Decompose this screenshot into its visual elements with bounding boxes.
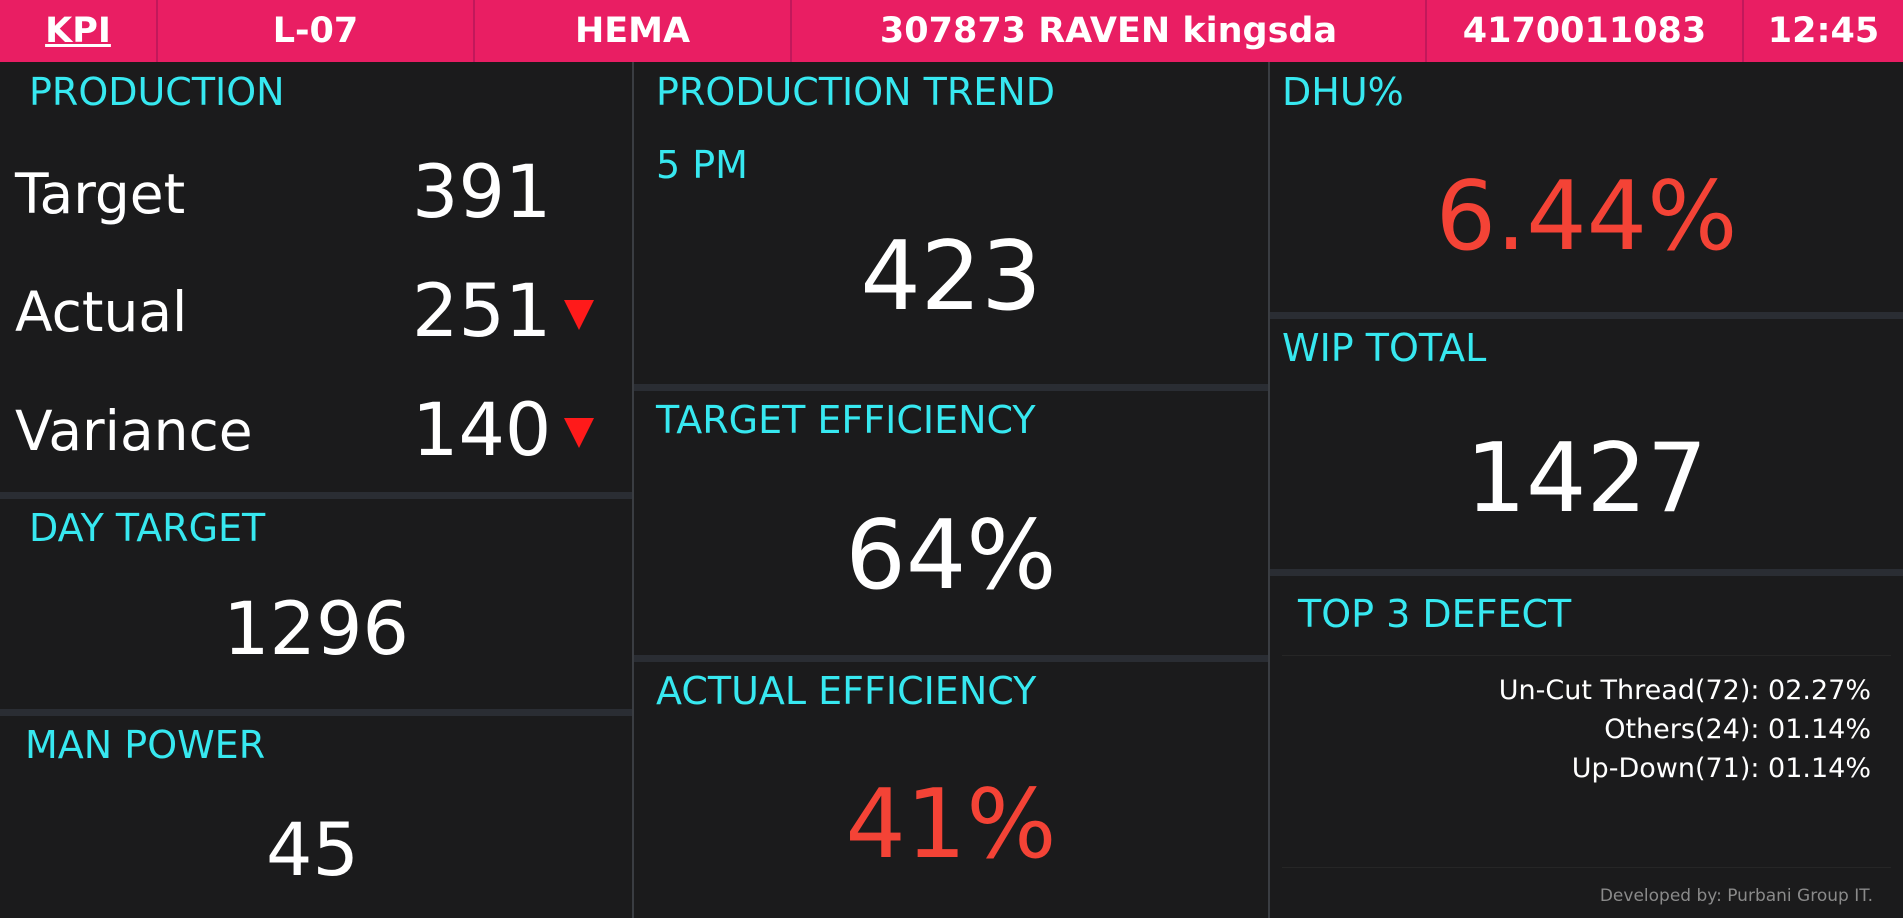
production-title: PRODUCTION [29,70,285,114]
actual-efficiency-value: 41% [845,770,1057,880]
man-power-panel: MAN POWER 45 [0,716,632,918]
target-efficiency-title: TARGET EFFICIENCY [656,398,1036,442]
column-divider [1268,62,1270,918]
row-divider [1270,312,1903,319]
style-name: 307873 RAVEN kingsda [792,0,1427,62]
defect-divider [1282,655,1891,656]
row-divider [0,709,632,716]
man-power-title: MAN POWER [25,723,266,767]
wip-total-value: 1427 [1465,424,1708,534]
defect-item-3: Up-Down(71): 01.14% [1571,753,1871,784]
down-arrow-icon [564,300,594,330]
line-code: L-07 [158,0,475,62]
target-efficiency-value: 64% [845,501,1057,611]
day-target-panel: DAY TARGET 1296 [0,499,632,709]
defect-item-2: Others(24): 01.14% [1604,714,1871,745]
defect-divider [1282,867,1891,868]
wip-total-title: WIP TOTAL [1282,326,1487,370]
defect-item-1: Un-Cut Thread(72): 02.27% [1498,675,1871,706]
day-target-title: DAY TARGET [29,506,266,550]
actual-value: 251 [412,269,552,354]
supervisor-name: HEMA [475,0,792,62]
production-trend-title: PRODUCTION TREND [656,70,1055,114]
actual-efficiency-panel: ACTUAL EFFICIENCY 41% [634,662,1268,918]
top-defect-title: TOP 3 DEFECT [1298,592,1572,636]
target-value: 391 [412,150,552,235]
day-target-value: 1296 [223,587,409,672]
kpi-link[interactable]: KPI [0,0,158,62]
variance-label: Variance [15,399,253,463]
order-number: 4170011083 [1427,0,1744,62]
target-efficiency-panel: TARGET EFFICIENCY 64% [634,391,1268,655]
row-divider [634,655,1268,662]
dhu-title: DHU% [1282,70,1404,114]
down-arrow-icon [564,418,594,448]
actual-efficiency-title: ACTUAL EFFICIENCY [656,669,1037,713]
dhu-value: 6.44% [1435,162,1738,272]
developer-credit: Developed by: Purbani Group IT. [1599,886,1873,906]
man-power-value: 45 [266,808,359,893]
dhu-panel: DHU% 6.44% [1270,62,1903,312]
actual-label: Actual [15,280,188,344]
row-divider [1270,569,1903,576]
trend-hour-label: 5 PM [656,143,748,187]
top-defect-panel: TOP 3 DEFECT Un-Cut Thread(72): 02.27% O… [1270,576,1903,918]
variance-value: 140 [412,388,552,473]
row-divider [0,492,632,499]
wip-total-panel: WIP TOTAL 1427 [1270,319,1903,569]
trend-value: 423 [860,222,1042,332]
clock-time: 12:45 [1767,11,1880,51]
row-divider [634,384,1268,391]
target-label: Target [15,162,186,226]
column-divider [632,62,634,918]
production-panel: PRODUCTION Target 391 Actual 251 Varianc… [0,62,632,492]
header-bar: KPI L-07 HEMA 307873 RAVEN kingsda 41700… [0,0,1903,63]
production-trend-panel: PRODUCTION TREND 5 PM 423 [634,62,1268,384]
